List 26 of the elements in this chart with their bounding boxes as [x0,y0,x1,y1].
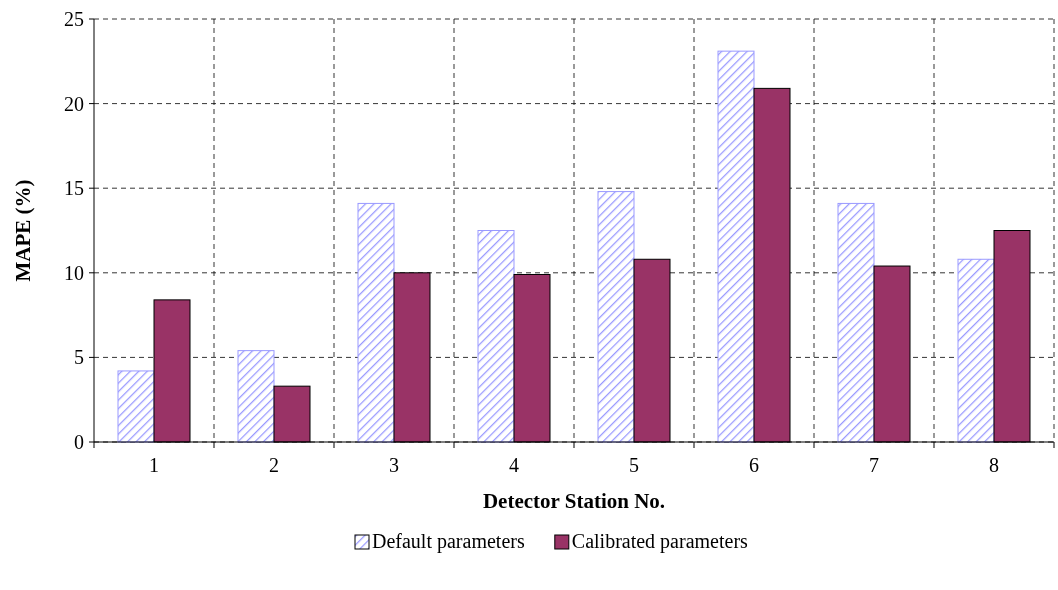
x-tick-label: 7 [869,454,879,476]
bar [117,370,155,443]
x-tick-label: 1 [149,454,159,476]
bar [357,202,395,443]
x-tick-label: 4 [509,454,519,476]
y-tick-label: 15 [64,177,84,200]
bar [597,191,635,443]
x-tick-label: 3 [389,454,399,476]
bar [717,50,755,443]
x-tick-label: 6 [749,454,759,476]
y-tick-label: 10 [64,261,84,284]
y-tick-label: 5 [74,346,84,369]
y-tick-label: 0 [74,431,84,453]
x-tick-label: 8 [989,454,999,476]
bar [237,350,275,443]
legend-label: Calibrated parameters [571,530,749,553]
bar [477,230,515,443]
y-axis-title: MAPE (%) [11,179,35,282]
legend-label: Default parameters [372,530,525,553]
x-tick-label: 2 [269,454,279,476]
bar [837,202,875,443]
x-tick-label: 5 [629,454,639,476]
y-tick-label: 25 [64,8,84,30]
bar [957,258,995,443]
y-tick-label: 20 [64,92,84,115]
x-axis-title: Detector Station No. [482,489,666,513]
